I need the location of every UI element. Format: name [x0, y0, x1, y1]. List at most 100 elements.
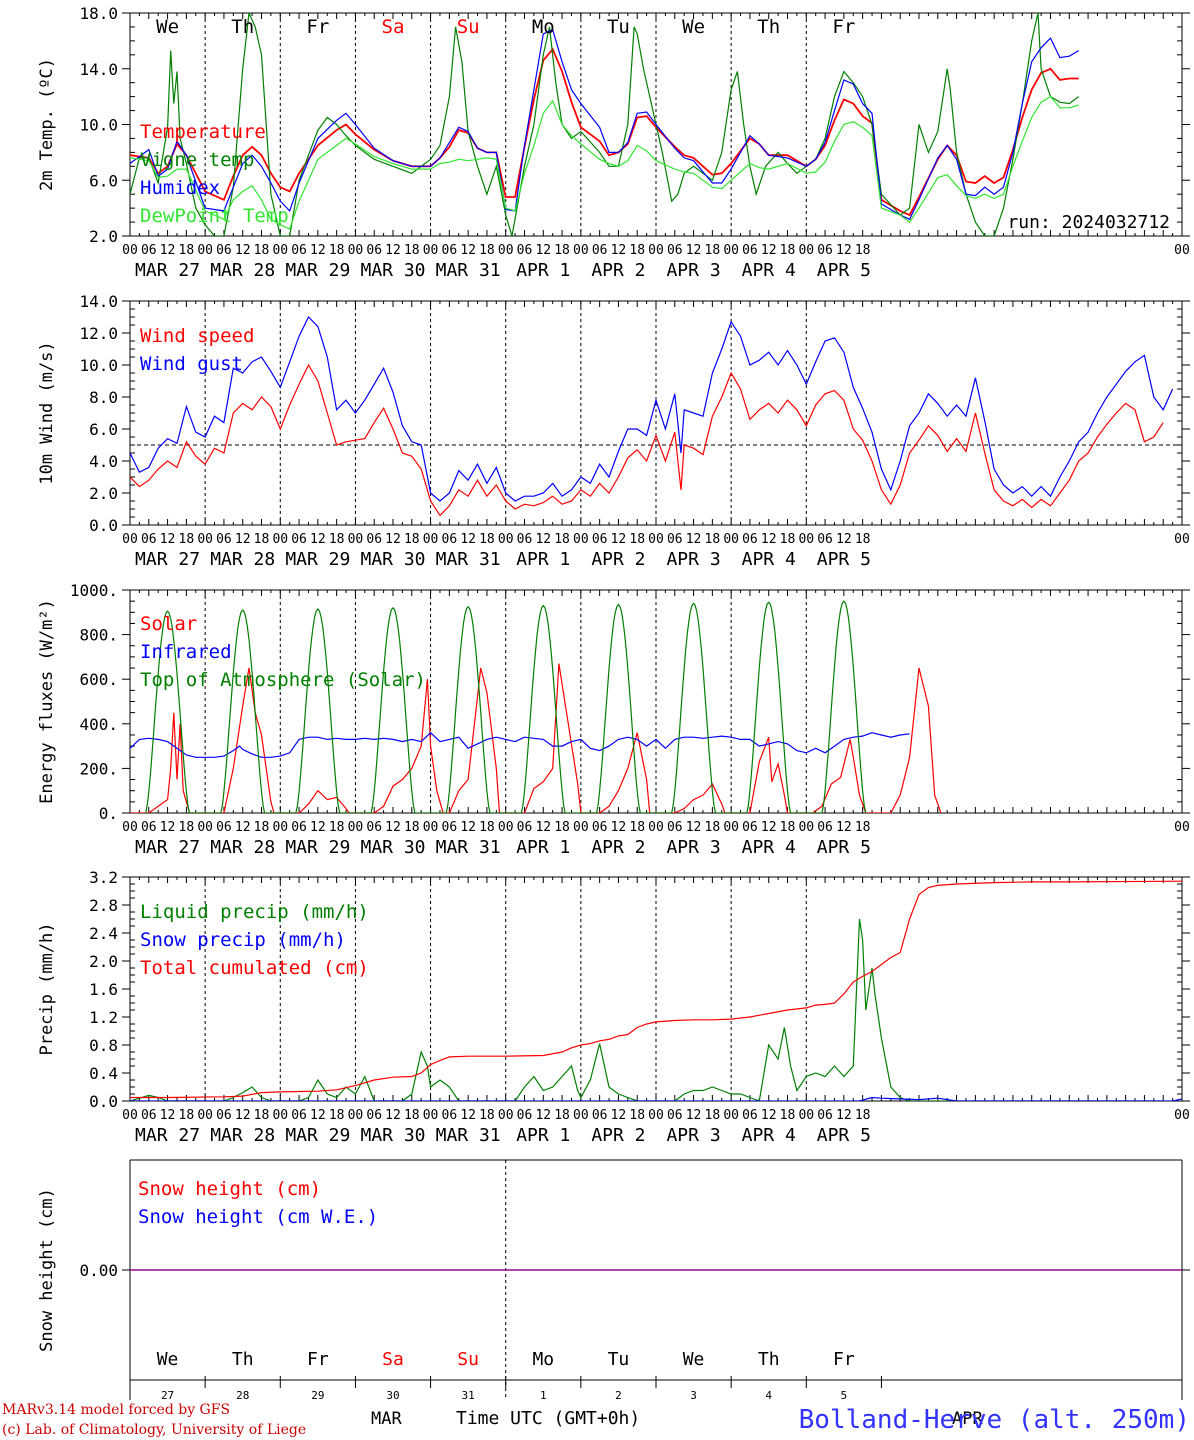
x-hour-label: 06: [141, 243, 157, 258]
x-hour-label: 00: [798, 820, 814, 835]
series-line-1: [130, 918, 1164, 1101]
series-group: [130, 880, 1182, 1101]
x-hour-label: 00: [648, 1108, 664, 1123]
x-hour-label: 12: [761, 820, 777, 835]
x-hour-label: 06: [141, 1108, 157, 1123]
x-hour-label: 12: [686, 243, 702, 258]
x-hour-label: 18: [705, 532, 721, 547]
x-date-label: APR 3: [666, 1125, 720, 1146]
x-hour-label: 00: [723, 1108, 739, 1123]
legend-entry: Top of Atmosphere (Solar): [140, 669, 426, 691]
legend-entry: Snow precip (mm/h): [140, 929, 346, 951]
day-name-label: We: [156, 16, 179, 38]
y-tick-label: 3.2: [89, 868, 118, 887]
x-hour-label: 06: [667, 532, 683, 547]
legend-entry: Snow height (cm): [138, 1178, 321, 1200]
x-hour-label: 12: [385, 820, 401, 835]
x-hour-label: 00: [348, 1108, 364, 1123]
y-tick-label: 2.8: [89, 896, 118, 915]
x-hour-label: 00: [723, 820, 739, 835]
day-name-label: Fr: [306, 16, 329, 38]
x-hour-label: 12: [310, 1108, 326, 1123]
x-hour-label: 18: [329, 243, 345, 258]
x-date-label: MAR 31: [436, 837, 501, 858]
x-hour-label: 18: [554, 820, 570, 835]
x-hour-label: 18: [179, 1108, 195, 1123]
x-hour-label: 06: [667, 1108, 683, 1123]
x-hour-label: 18: [629, 820, 645, 835]
x-hour-label: 12: [310, 820, 326, 835]
day-name-label-bottom: Fr: [833, 1349, 855, 1370]
x-date-label: APR 4: [742, 549, 796, 570]
x-hour-label: 12: [460, 243, 476, 258]
day-number-label: 2: [615, 1389, 622, 1402]
x-date-label: APR 3: [666, 260, 720, 281]
x-hour-label: 00: [272, 820, 288, 835]
y-tick-label: 14.0: [79, 292, 118, 311]
legend-entry: Humidex: [140, 177, 220, 199]
x-hour-label: 12: [611, 820, 627, 835]
day-name-label: We: [682, 16, 705, 38]
panel-temp: 2.06.010.014.018.02m Temp. (ºC)00 06 12 18 0…: [37, 4, 1190, 281]
day-name-label: Su: [457, 16, 480, 38]
x-date-label: MAR 31: [436, 549, 501, 570]
legend-entry: Vigne temp: [140, 149, 254, 171]
x-date-label: MAR 28: [210, 1125, 275, 1146]
x-hour-label: 06: [817, 1108, 833, 1123]
x-hour-label: 18: [780, 1108, 796, 1123]
x-date-label: APR 2: [591, 837, 645, 858]
x-date-label: MAR 27: [135, 837, 200, 858]
x-hour-label: 06: [742, 820, 758, 835]
x-date-label: APR 1: [516, 837, 570, 858]
x-hour-label: 18: [254, 820, 270, 835]
x-hour-label: 18: [855, 243, 871, 258]
x-hour-label: 00: [272, 243, 288, 258]
x-date-label: APR 1: [516, 1125, 570, 1146]
day-name-label-bottom: Tu: [608, 1349, 630, 1370]
panels: 2.06.010.014.018.02m Temp. (ºC)00 06 12 18 0…: [37, 4, 1190, 1402]
y-tick-label: 12.0: [79, 324, 118, 343]
y-tick-label: 10.0: [79, 116, 118, 135]
panel-wind: 0.0 2.0 4.0 6.0 8.0 10.0 12.0 14.0 10m Wind (m/s…: [37, 292, 1190, 570]
x-date-label: MAR 27: [135, 1125, 200, 1146]
legend-entry: Wind gust: [140, 353, 243, 375]
legend-entry: Wind speed: [140, 325, 254, 347]
day-name-label-bottom: Th: [758, 1349, 780, 1370]
x-hour-label: 06: [366, 243, 382, 258]
x-hour-label: 00: [348, 820, 364, 835]
x-hour-label: 18: [254, 243, 270, 258]
x-hour-label: 12: [160, 243, 176, 258]
x-hour-label: 00: [348, 532, 364, 547]
x-hour-label: 06: [742, 243, 758, 258]
x-hour-label: 12: [385, 1108, 401, 1123]
x-hour-label: 00: [197, 532, 213, 547]
x-date-label: APR 5: [817, 1125, 871, 1146]
legend-entry: Liquid precip (mm/h): [140, 901, 369, 923]
series-line-2: [130, 731, 910, 758]
x-date-label: APR 4: [742, 837, 796, 858]
series-group: [130, 600, 942, 813]
x-date-label: MAR 30: [360, 260, 425, 281]
panel-snow: 0.00 Snow height (cm) Snow height (cm) Snow…: [37, 1159, 1190, 1402]
y-tick-label: 14.0: [79, 60, 118, 79]
x-date-label: MAR 30: [360, 1125, 425, 1146]
x-hour-label: 12: [761, 1108, 777, 1123]
footer-month-label: MAR: [371, 1409, 402, 1429]
y-tick-label: 0.00: [79, 1261, 118, 1280]
x-hour-label: 12: [611, 532, 627, 547]
x-hour-label: 00: [648, 532, 664, 547]
y-tick-label: 400.: [79, 715, 118, 734]
x-hour-label: 12: [836, 532, 852, 547]
footer-station: Bolland-Herve (alt. 250m): [799, 1405, 1190, 1435]
x-hour-label: 06: [291, 820, 307, 835]
x-hour-label: 00: [1174, 820, 1190, 835]
x-hour-label: 18: [780, 243, 796, 258]
x-date-label: APR 1: [516, 260, 570, 281]
x-hour-label: 18: [404, 1108, 420, 1123]
x-hour-label: 12: [535, 532, 551, 547]
footer-time-label: Time UTC (GMT+0h): [456, 1408, 640, 1429]
x-hour-label: 18: [404, 532, 420, 547]
x-hour-label: 00: [573, 243, 589, 258]
